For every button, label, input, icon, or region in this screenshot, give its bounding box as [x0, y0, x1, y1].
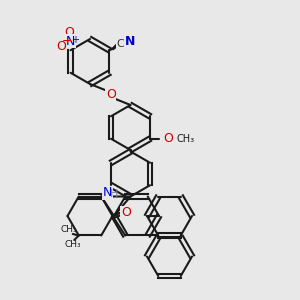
- Text: O: O: [106, 88, 116, 101]
- Text: O: O: [64, 26, 74, 39]
- Text: N: N: [124, 35, 135, 48]
- Text: H: H: [110, 189, 118, 199]
- Text: CH₃: CH₃: [64, 240, 81, 249]
- Text: −: −: [62, 35, 72, 48]
- Text: +: +: [71, 35, 79, 45]
- Text: O: O: [57, 40, 67, 53]
- Text: N: N: [103, 186, 112, 199]
- Text: O: O: [121, 206, 131, 220]
- Text: O: O: [163, 132, 173, 145]
- Text: CH₃: CH₃: [176, 134, 194, 144]
- Text: N: N: [66, 35, 75, 48]
- Text: C: C: [116, 39, 124, 49]
- Text: CH₃: CH₃: [61, 225, 77, 234]
